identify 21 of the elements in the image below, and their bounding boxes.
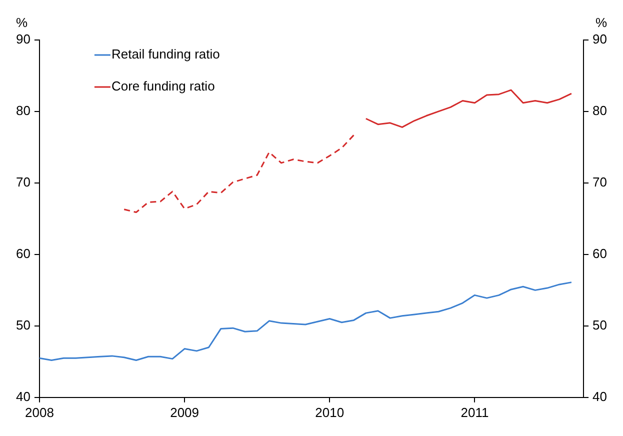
y-tick-label: 50 bbox=[16, 318, 30, 332]
y-tick-label: 40 bbox=[16, 388, 30, 404]
x-tick-label: 2011 bbox=[460, 404, 489, 420]
y2-axis-title: % bbox=[595, 15, 608, 30]
legend-label: Core funding ratio bbox=[111, 78, 215, 94]
y-tick-label: 60 bbox=[16, 246, 30, 262]
y-tick-label: 70 bbox=[16, 174, 30, 190]
x-tick-label: 2010 bbox=[315, 404, 344, 420]
legend-label: Retail funding ratio bbox=[111, 46, 220, 62]
y-tick-label: 80 bbox=[16, 103, 30, 118]
x-tick-label: 2009 bbox=[170, 404, 200, 420]
y2-tick-label: 80 bbox=[592, 103, 608, 118]
y2-tick-label: 90 bbox=[592, 32, 608, 47]
y-axis-title: % bbox=[16, 15, 28, 30]
y-tick-label: 90 bbox=[16, 32, 30, 47]
x-tick-label: 2008 bbox=[25, 404, 54, 420]
y2-tick-label: 70 bbox=[592, 174, 608, 190]
line-series bbox=[123, 134, 355, 214]
y2-tick-label: 60 bbox=[592, 246, 608, 262]
y2-tick-label: 50 bbox=[592, 318, 608, 332]
y2-tick-label: 40 bbox=[592, 388, 608, 404]
